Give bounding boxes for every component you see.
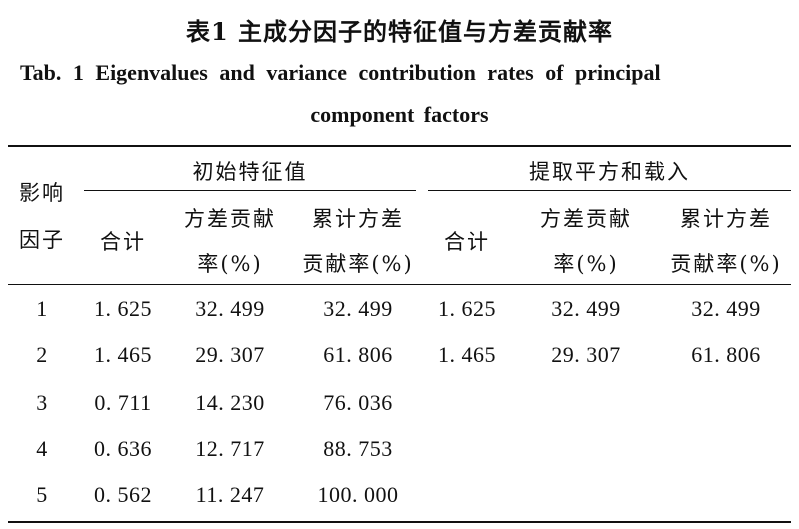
- header-initial-var-line1: 方差贡献: [184, 207, 276, 231]
- header-extract-cum-line2: 贡献率(%): [670, 252, 782, 276]
- header-extract-var-line1: 方差贡献: [540, 207, 632, 231]
- cell-initial-var: 11. 247: [195, 482, 265, 507]
- cell-initial-total: 0. 562: [94, 482, 152, 507]
- cell-factor: 3: [36, 390, 48, 415]
- header-initial-cum-line1: 累计方差: [312, 207, 404, 231]
- table-caption-english-line2: component factors: [310, 102, 489, 127]
- table-top-rule: [8, 145, 791, 147]
- cell-extract-total: 1. 465: [438, 342, 496, 367]
- header-factor-line2: 因子: [19, 228, 65, 252]
- cell-initial-var: 32. 499: [195, 296, 265, 321]
- cell-initial-total: 0. 636: [94, 436, 152, 461]
- cell-initial-var: 14. 230: [195, 390, 265, 415]
- header-extract-cum-line1: 累计方差: [680, 207, 772, 231]
- header-extract-var-line2: 率(%): [553, 252, 619, 276]
- cell-initial-cum: 88. 753: [323, 436, 393, 461]
- cell-extract-var: 29. 307: [551, 342, 621, 367]
- cell-initial-cum: 100. 000: [317, 482, 399, 507]
- cell-initial-total: 1. 465: [94, 342, 152, 367]
- cell-factor: 2: [36, 342, 48, 367]
- header-extract-total: 合计: [444, 230, 490, 254]
- cell-factor: 1: [36, 296, 48, 321]
- cell-extract-cum: 32. 499: [691, 296, 761, 321]
- header-initial-total: 合计: [100, 230, 146, 254]
- header-factor-line1: 影响: [19, 181, 65, 205]
- header-initial-cum-line2: 贡献率(%): [302, 252, 414, 276]
- cell-extract-total: 1. 625: [438, 296, 496, 321]
- cell-initial-var: 12. 717: [195, 436, 265, 461]
- table-bottom-rule: [8, 521, 791, 523]
- cell-extract-cum: 61. 806: [691, 342, 761, 367]
- cell-factor: 4: [36, 436, 48, 461]
- extract-group-underline: [428, 190, 791, 191]
- header-bottom-rule: [8, 284, 791, 285]
- cell-initial-total: 1. 625: [94, 296, 152, 321]
- cell-initial-cum: 32. 499: [323, 296, 393, 321]
- header-group-extract: 提取平方和载入: [529, 160, 690, 184]
- cell-initial-cum: 61. 806: [323, 342, 393, 367]
- cell-initial-var: 29. 307: [195, 342, 265, 367]
- table-caption-english-line1: Tab. 1 Eigenvalues and variance contribu…: [20, 60, 661, 85]
- cell-initial-total: 0. 711: [94, 390, 152, 415]
- cell-factor: 5: [36, 482, 48, 507]
- cell-extract-var: 32. 499: [551, 296, 621, 321]
- header-initial-var-line2: 率(%): [197, 252, 263, 276]
- cell-initial-cum: 76. 036: [323, 390, 393, 415]
- table-caption-chinese: 表1 主成分因子的特征值与方差贡献率: [185, 17, 614, 46]
- initial-group-underline: [84, 190, 416, 191]
- header-group-initial: 初始特征值: [192, 160, 308, 184]
